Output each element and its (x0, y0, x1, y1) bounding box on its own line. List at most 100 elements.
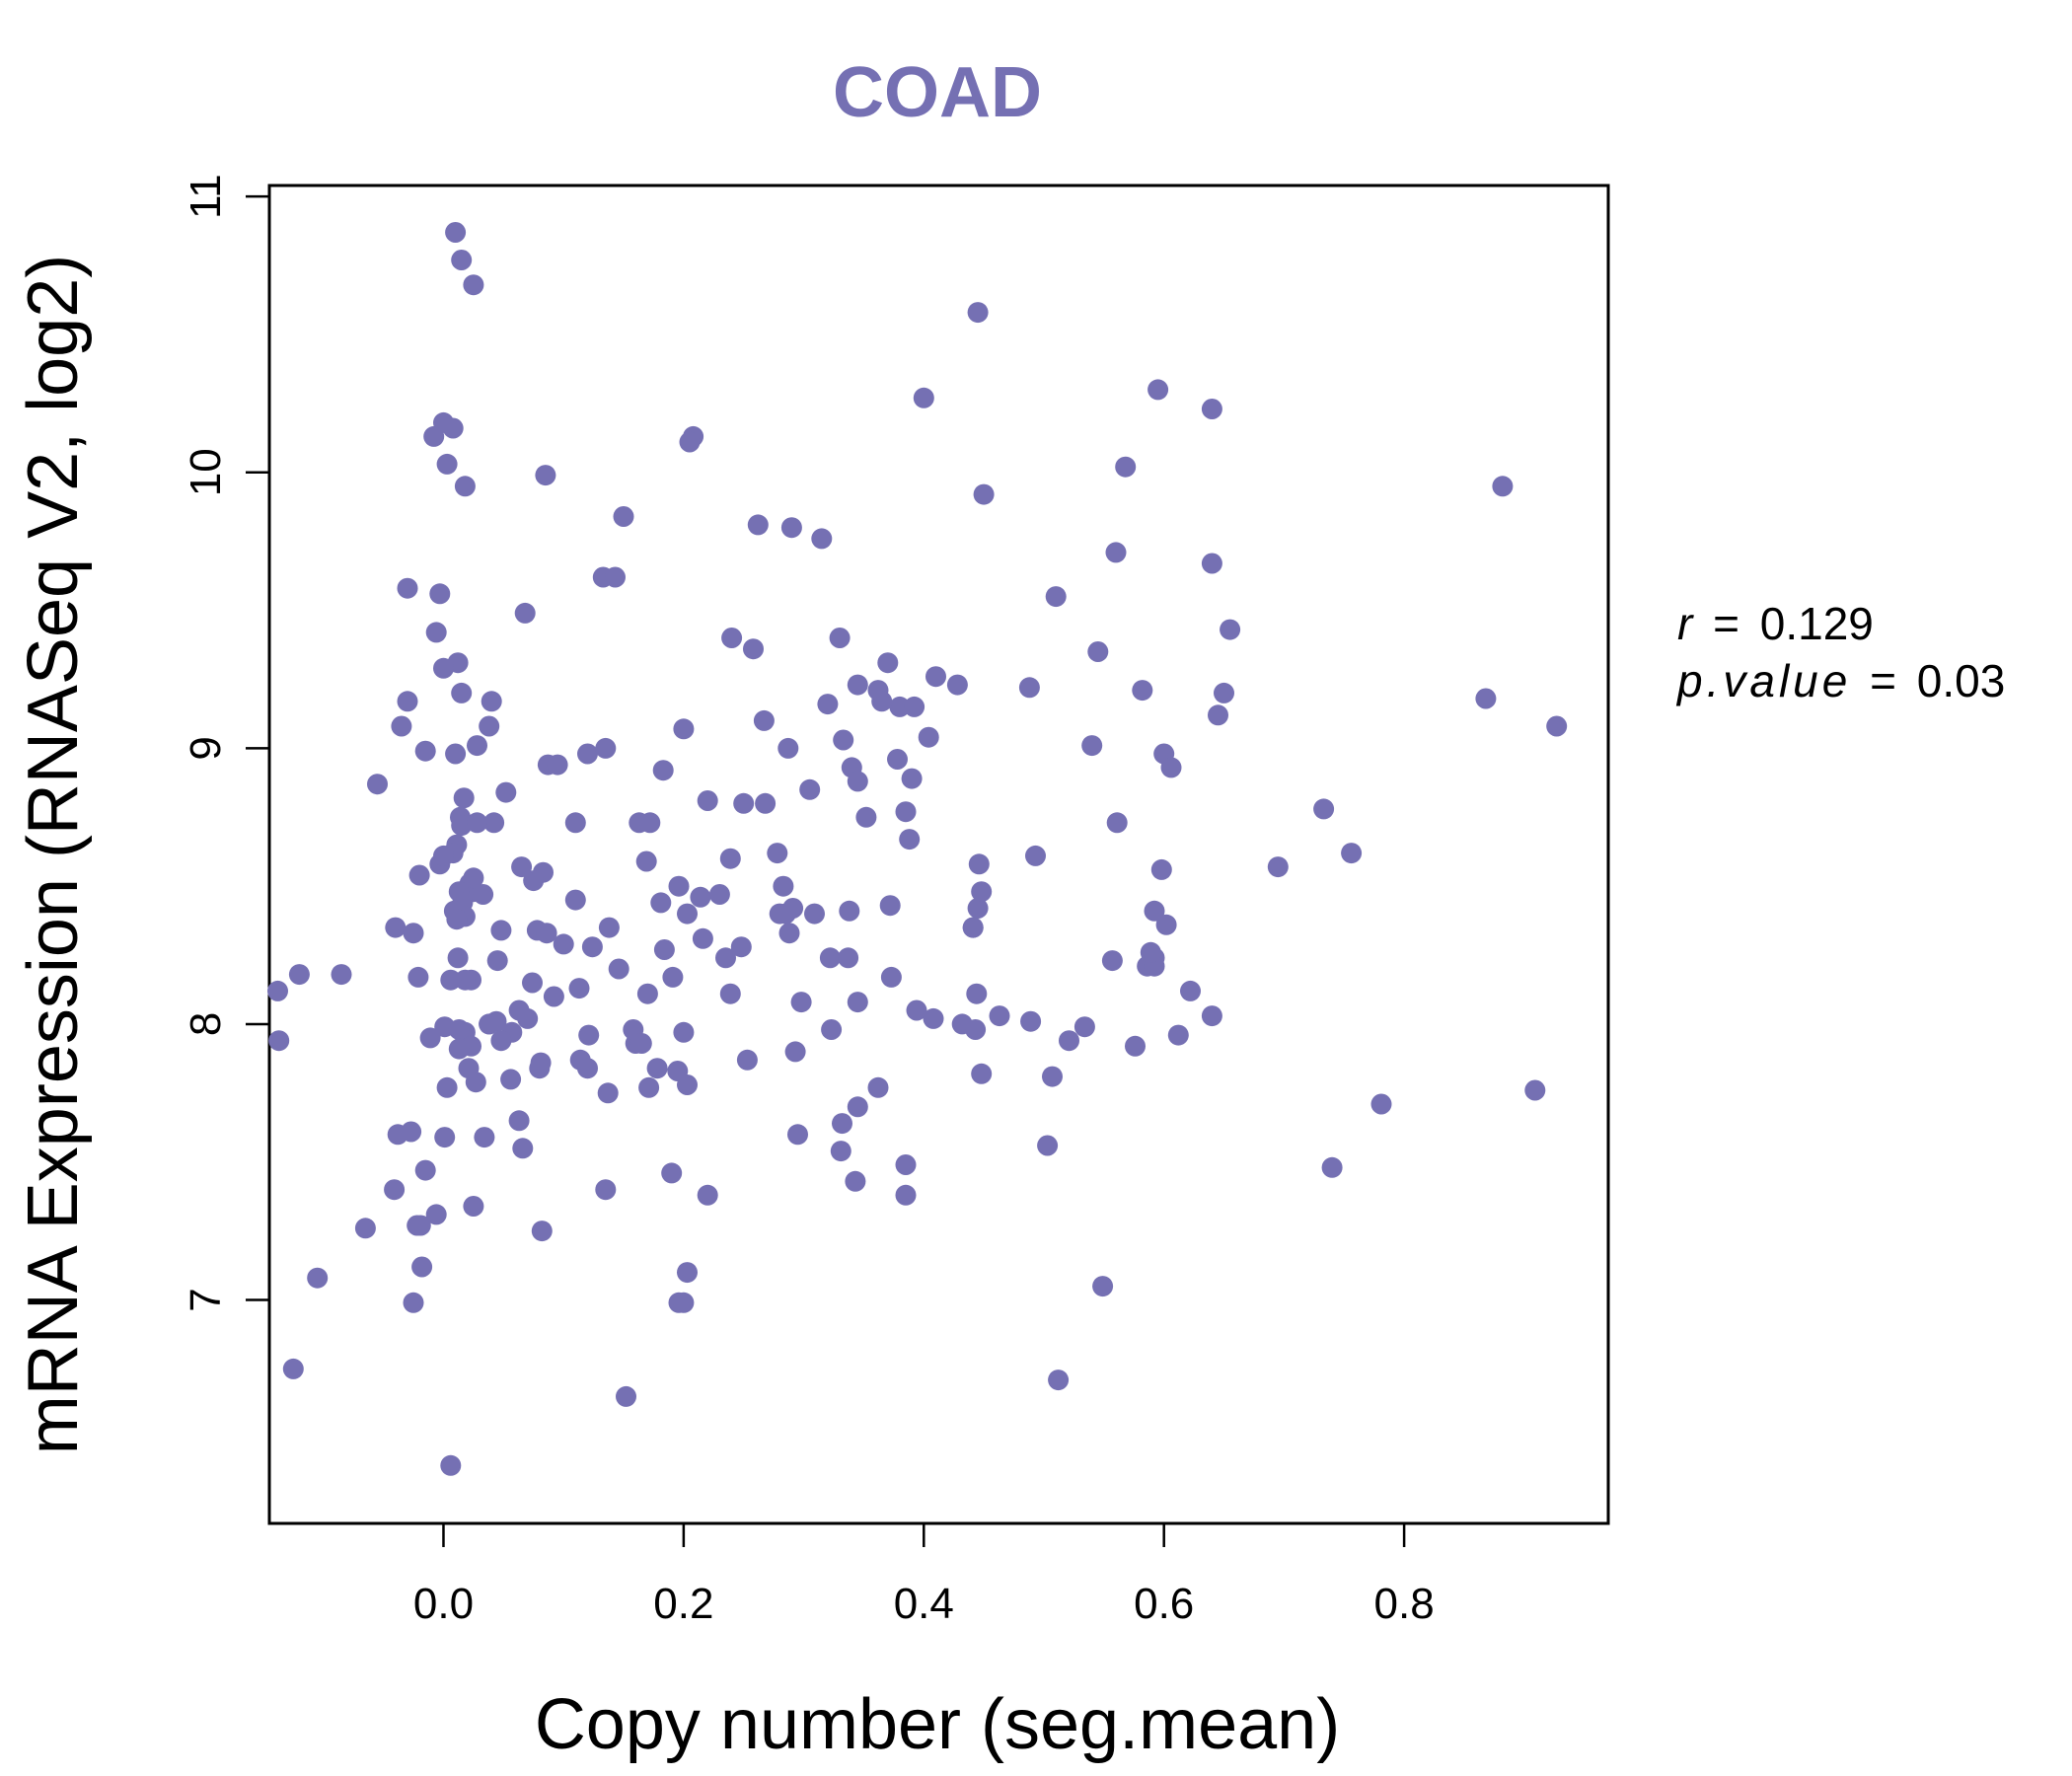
data-point (847, 1096, 868, 1118)
data-point (721, 628, 743, 648)
data-point (440, 1454, 462, 1476)
data-point (425, 622, 447, 643)
data-point (473, 884, 494, 905)
data-point (616, 1385, 636, 1407)
data-point (918, 726, 939, 748)
data-point (753, 709, 775, 731)
data-point (307, 1267, 329, 1289)
y-tick-label: 10 (182, 448, 230, 496)
data-point (397, 577, 418, 599)
data-point (436, 453, 458, 475)
data-point (880, 966, 902, 988)
data-point (968, 853, 990, 875)
y-tick-label: 9 (182, 736, 230, 760)
data-point (508, 1110, 530, 1132)
data-point (553, 933, 574, 955)
data-point (819, 947, 841, 969)
data-point (962, 917, 984, 938)
data-point (895, 1154, 917, 1175)
data-point (1313, 798, 1335, 820)
data-point (904, 696, 925, 717)
data-point (1341, 843, 1363, 864)
data-point (282, 1358, 304, 1379)
x-tick-label: 0.2 (653, 1580, 713, 1628)
data-point (536, 923, 557, 944)
data-points (267, 222, 1568, 1476)
y-tick-label: 11 (182, 174, 230, 219)
data-point (577, 1058, 598, 1079)
data-point (971, 881, 993, 903)
data-point (1201, 553, 1222, 574)
data-point (467, 735, 487, 757)
y-tick-label: 8 (182, 1012, 230, 1036)
data-point (733, 792, 755, 814)
data-point (692, 927, 713, 949)
data-point (1214, 682, 1234, 703)
data-point (811, 528, 833, 550)
data-point (1101, 950, 1123, 972)
data-point (730, 936, 752, 958)
data-point (440, 969, 462, 991)
data-point (451, 815, 473, 837)
data-point (697, 1184, 718, 1206)
data-point (414, 740, 436, 762)
data-point (913, 387, 934, 408)
data-point (652, 760, 674, 781)
data-point (595, 737, 617, 759)
y-axis-label: mRNA Expression (RNASeq V2, log2) (14, 255, 93, 1454)
data-point (490, 1030, 512, 1052)
data-point (784, 1041, 806, 1063)
data-point (690, 886, 711, 908)
data-point (747, 514, 769, 536)
data-point (608, 958, 629, 980)
data-point (767, 843, 788, 864)
data-point (1208, 704, 1228, 726)
data-point (1106, 812, 1128, 834)
data-point (777, 737, 799, 759)
data-point (463, 274, 484, 296)
data-point (1087, 641, 1109, 662)
data-point (486, 950, 508, 972)
data-point (391, 715, 412, 737)
data-point (650, 892, 672, 914)
data-point (401, 1121, 422, 1143)
data-point (967, 302, 989, 324)
data-point (448, 1019, 470, 1040)
data-point (512, 1138, 534, 1159)
data-point (407, 966, 429, 988)
data-point (423, 425, 445, 447)
data-point (454, 969, 476, 991)
data-point (662, 966, 684, 988)
data-point (451, 682, 473, 703)
data-point (1321, 1156, 1343, 1178)
plot-area (267, 184, 1610, 1525)
data-point (736, 1049, 758, 1071)
data-point (367, 774, 388, 795)
r-eq: = (1713, 598, 1739, 649)
p-stat: p.value = 0.03 (1675, 655, 2005, 706)
data-point (1140, 941, 1161, 963)
data-point (495, 781, 517, 803)
data-point (673, 1292, 695, 1313)
data-point (564, 812, 586, 834)
data-point (447, 947, 469, 969)
data-point (531, 1221, 553, 1242)
data-point (598, 917, 620, 938)
data-point (425, 1204, 447, 1225)
data-point (817, 694, 839, 715)
data-point (773, 875, 794, 897)
data-point (1115, 456, 1137, 478)
data-point (547, 754, 568, 776)
p-eq: = (1870, 655, 1896, 706)
data-point (638, 1076, 660, 1098)
data-point (433, 657, 454, 679)
data-point (635, 851, 657, 872)
data-point (1042, 1066, 1063, 1087)
x-tick-label: 0.8 (1374, 1580, 1435, 1628)
data-point (445, 743, 467, 765)
data-point (517, 1007, 539, 1029)
data-point (1105, 542, 1127, 563)
data-point (719, 848, 741, 869)
data-point (653, 939, 675, 960)
